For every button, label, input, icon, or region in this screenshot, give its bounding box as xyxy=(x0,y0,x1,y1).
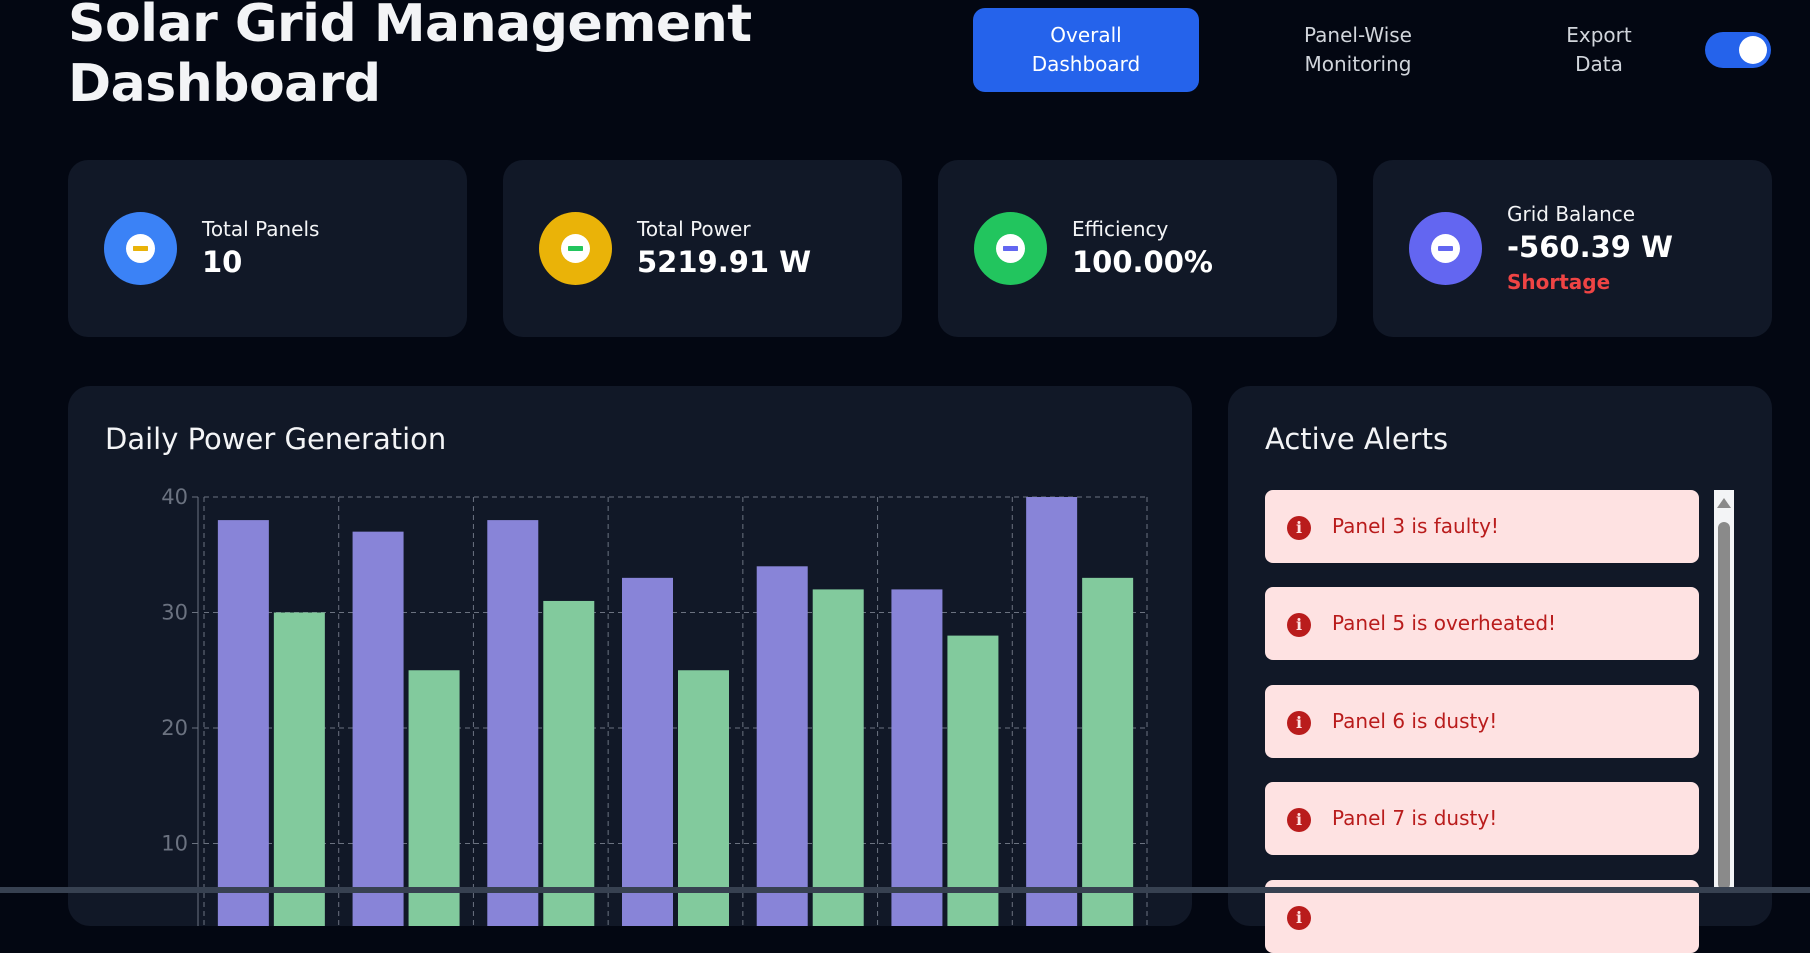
alert-item[interactable]: i Panel 3 is faulty! xyxy=(1265,490,1699,563)
chart-bar xyxy=(273,612,325,926)
chart-bar xyxy=(487,520,539,926)
stat-value: 10 xyxy=(202,245,243,279)
chart-bar xyxy=(891,589,943,926)
daily-power-chart-panel: Daily Power Generation 10 20 30 40 xyxy=(68,386,1192,926)
y-tick-label: 30 xyxy=(161,601,188,625)
chart-bar xyxy=(408,670,460,926)
window-bottom-edge xyxy=(0,887,1810,893)
alert-text: Panel 3 is faulty! xyxy=(1332,514,1499,538)
alert-circle-icon: i xyxy=(1287,808,1311,832)
alert-circle-icon: i xyxy=(1287,906,1311,930)
nav-export-data[interactable]: Export Data xyxy=(1486,8,1712,92)
chart-bar xyxy=(352,531,404,926)
stat-value: 5219.91 W xyxy=(637,245,812,279)
stat-value: -560.39 W xyxy=(1507,230,1674,264)
alert-item[interactable]: i Panel 6 is dusty! xyxy=(1265,685,1699,758)
minus-circle-icon xyxy=(974,212,1047,285)
chart-title: Daily Power Generation xyxy=(105,422,447,456)
stat-label: Efficiency xyxy=(1072,217,1169,241)
chart-bar xyxy=(812,589,864,926)
chart-bar xyxy=(543,600,595,926)
minus-circle-icon xyxy=(104,212,177,285)
chart-bar xyxy=(756,566,808,926)
page-title: Solar Grid Management Dashboard xyxy=(68,0,752,114)
alert-circle-icon: i xyxy=(1287,516,1311,540)
stat-card-total-power: Total Power 5219.91 W xyxy=(503,160,902,337)
alert-item[interactable]: i Panel 5 is overheated! xyxy=(1265,587,1699,660)
chart-bar xyxy=(622,577,673,926)
stat-value: 100.00% xyxy=(1072,245,1213,279)
y-tick-label: 10 xyxy=(161,832,188,856)
alert-text: Panel 7 is dusty! xyxy=(1332,806,1498,830)
active-alerts-panel: Active Alerts i Panel 3 is faulty! i Pan… xyxy=(1228,386,1772,953)
stat-card-efficiency: Efficiency 100.00% xyxy=(938,160,1337,337)
stat-label: Grid Balance xyxy=(1507,202,1636,226)
alerts-scrollbar[interactable] xyxy=(1714,490,1734,890)
chart-bar xyxy=(1026,497,1078,926)
theme-toggle[interactable] xyxy=(1705,32,1771,68)
y-tick-label: 20 xyxy=(161,716,188,740)
header: Solar Grid Management Dashboard Overall … xyxy=(0,0,1810,140)
alerts-title: Active Alerts xyxy=(1265,422,1449,456)
status-badge-shortage: Shortage xyxy=(1507,270,1611,294)
toggle-knob xyxy=(1739,36,1767,64)
stat-label: Total Panels xyxy=(202,217,320,241)
alert-circle-icon: i xyxy=(1287,613,1311,637)
chart-bar xyxy=(217,520,269,926)
alert-circle-icon: i xyxy=(1287,711,1311,735)
minus-circle-icon xyxy=(1409,212,1482,285)
stat-label: Total Power xyxy=(637,217,751,241)
alert-text: Panel 6 is dusty! xyxy=(1332,709,1498,733)
daily-power-chart: 10 20 30 40 xyxy=(161,485,1148,926)
stat-card-grid-balance: Grid Balance -560.39 W Shortage xyxy=(1373,160,1772,337)
scroll-up-arrow-icon[interactable] xyxy=(1717,498,1731,508)
y-tick-label: 40 xyxy=(161,485,188,509)
alert-text: Panel 5 is overheated! xyxy=(1332,611,1557,635)
chart-bar xyxy=(1082,577,1134,926)
nav-overall-dashboard[interactable]: Overall Dashboard xyxy=(973,8,1199,92)
stat-card-total-panels: Total Panels 10 xyxy=(68,160,467,337)
nav-panel-wise-monitoring[interactable]: Panel-Wise Monitoring xyxy=(1245,8,1471,92)
chart-bar xyxy=(678,670,729,926)
minus-circle-icon xyxy=(539,212,612,285)
scroll-thumb[interactable] xyxy=(1718,522,1730,890)
chart-bar xyxy=(947,635,999,926)
alert-item[interactable]: i Panel 7 is dusty! xyxy=(1265,782,1699,855)
